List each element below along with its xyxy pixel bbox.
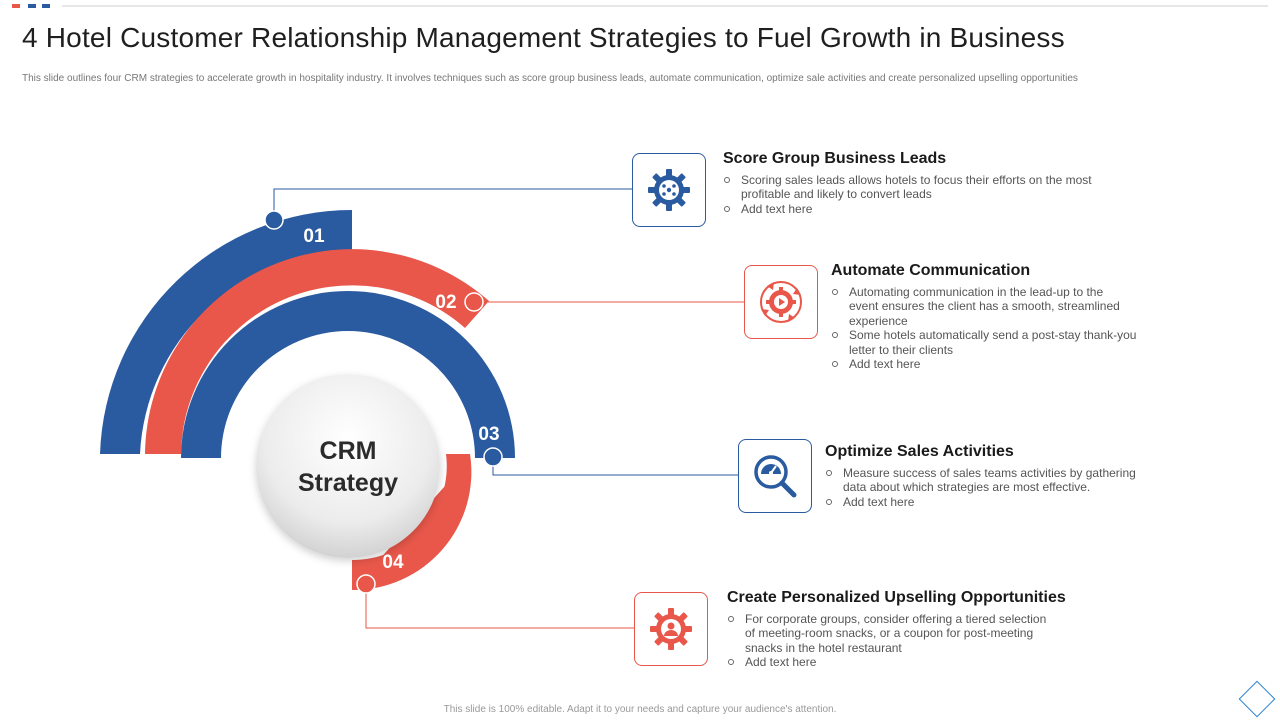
step-01-bullet-1: Scoring sales leads allows hotels to foc… — [723, 173, 1103, 202]
gear-user-icon — [650, 608, 692, 650]
top-accent-bar — [12, 4, 1268, 8]
step-number-01: 01 — [303, 226, 325, 247]
slide-subtitle: This slide outlines four CRM strategies … — [22, 73, 1078, 84]
step-02-title: Automate Communication — [831, 262, 1031, 279]
accent-rule — [62, 5, 1268, 7]
slide-title: 4 Hotel Customer Relationship Management… — [22, 22, 1065, 53]
arc-03 — [181, 291, 515, 458]
step-03-bullets: Measure success of sales teams activitie… — [825, 466, 1155, 509]
accent-dash-red — [12, 4, 20, 8]
step-03-bullet-2: Add text here — [825, 495, 1155, 509]
step-03-title: Optimize Sales Activities — [825, 443, 1014, 460]
center-circle — [256, 374, 440, 558]
step-03-icon-box — [738, 439, 812, 513]
gear-play-cycle-icon — [760, 281, 802, 323]
arc-01 — [100, 209, 352, 454]
step-number-04: 04 — [382, 552, 404, 573]
center-label-line2: Strategy — [298, 469, 398, 497]
step-04-bullet-2: Add text here — [727, 655, 1087, 669]
connector-04 — [365, 584, 634, 629]
step-03-bullet-1: Measure success of sales teams activitie… — [825, 466, 1148, 495]
accent-dash-blue-1 — [28, 4, 36, 8]
connector-dot-02 — [464, 292, 484, 312]
step-04-text: Create Personalized Upselling Opportunit… — [727, 589, 1087, 670]
connector-dot-03 — [483, 447, 503, 467]
step-04-bullet-1: For corporate groups, consider offering … — [727, 612, 1055, 655]
step-04-title: Create Personalized Upselling Opportunit… — [727, 589, 1066, 606]
speedometer-magnifier-icon — [754, 455, 797, 498]
step-02-bullet-2: Some hotels automatically send a post-st… — [831, 328, 1149, 357]
slide-footer: This slide is 100% editable. Adapt it to… — [443, 704, 837, 715]
step-01-title: Score Group Business Leads — [723, 150, 947, 167]
step-04-bullets: For corporate groups, consider offering … — [727, 612, 1087, 670]
arc-02 — [145, 249, 489, 454]
center-label-line1: CRM — [320, 437, 377, 465]
step-number-02: 02 — [435, 292, 456, 313]
accent-dash-blue-2 — [42, 4, 50, 8]
gear-network-icon — [648, 169, 690, 211]
step-02-bullet-1: Automating communication in the lead-up … — [831, 285, 1134, 328]
step-02-icon-box — [744, 265, 818, 339]
arc-04-band — [352, 454, 472, 591]
step-number-03: 03 — [478, 424, 499, 445]
step-03-text: Optimize Sales Activities Measure succes… — [825, 443, 1155, 509]
step-04-icon-box — [634, 592, 708, 666]
step-02-bullets: Automating communication in the lead-up … — [831, 285, 1151, 371]
connector-dot-04 — [356, 574, 376, 594]
connector-01 — [273, 188, 632, 220]
step-02-text: Automate Communication Automating commun… — [831, 262, 1151, 371]
step-01-text: Score Group Business Leads Scoring sales… — [723, 150, 1103, 216]
connector-dot-01 — [264, 210, 284, 230]
step-01-bullet-2: Add text here — [723, 202, 1103, 216]
step-01-icon-box — [632, 153, 706, 227]
step-02-bullet-3: Add text here — [831, 357, 1151, 371]
connector-03 — [492, 457, 738, 476]
step-01-bullets: Scoring sales leads allows hotels to foc… — [723, 173, 1103, 216]
